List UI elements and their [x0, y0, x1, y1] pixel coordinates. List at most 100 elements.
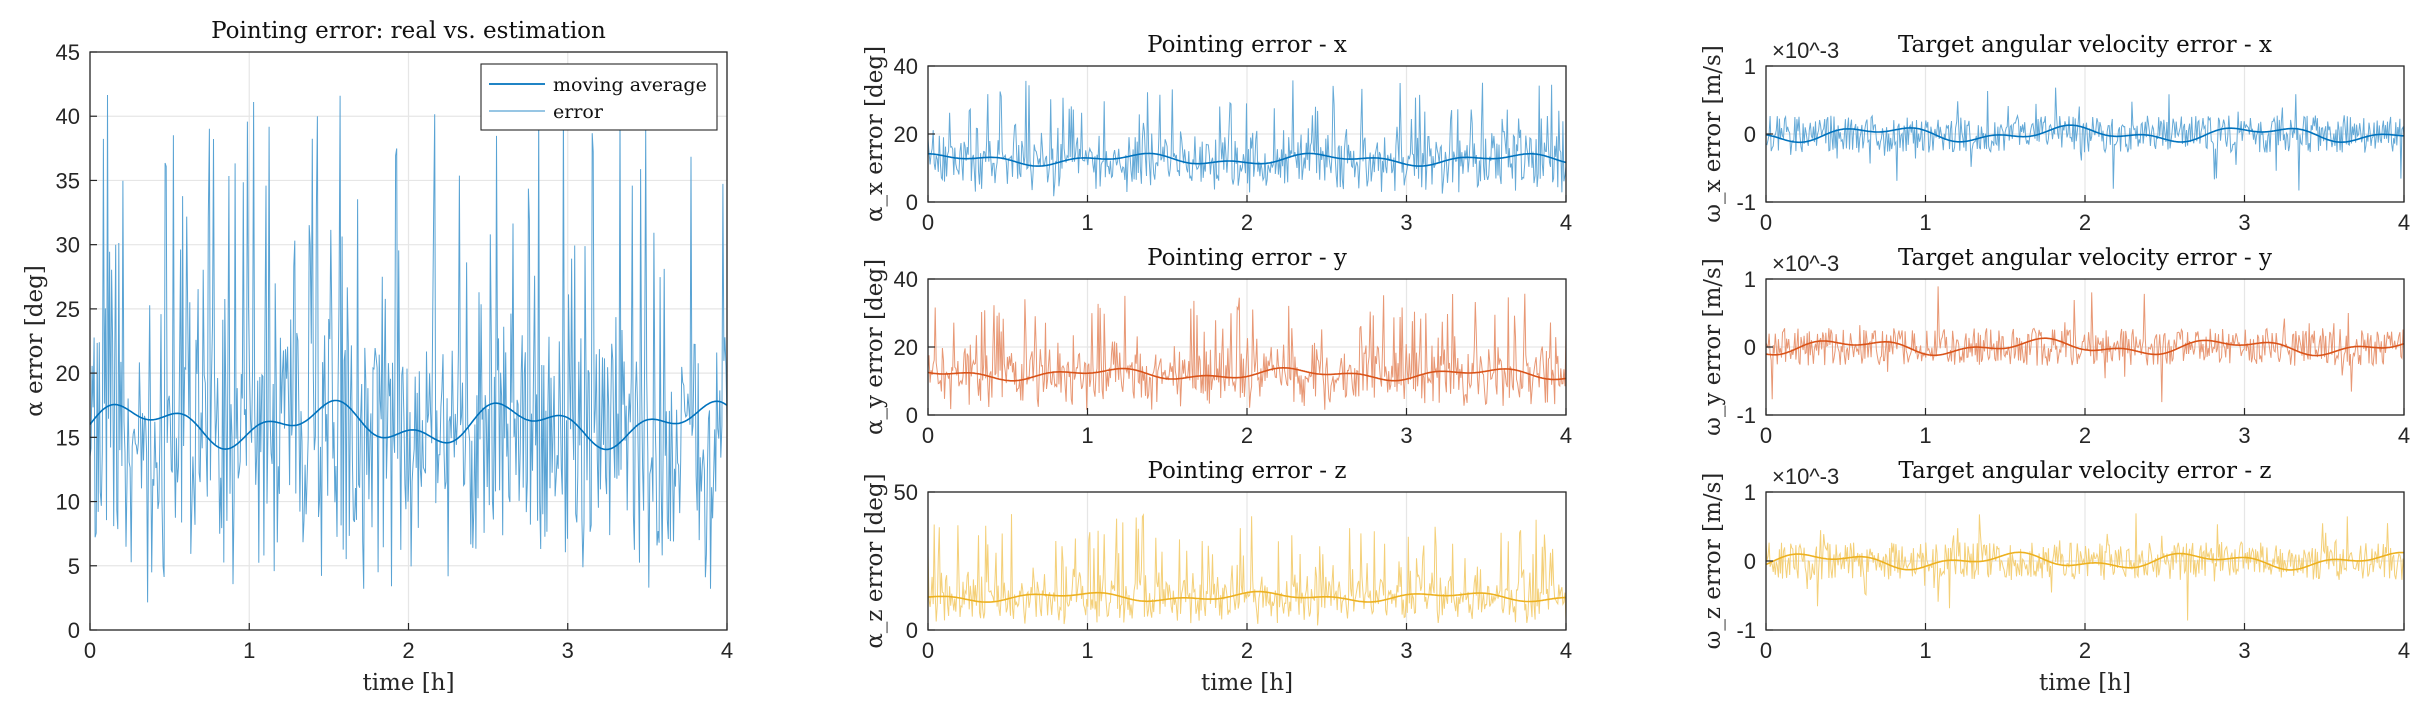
- y-tick-label: 0: [68, 618, 80, 643]
- x-tick-label: 1: [243, 638, 255, 663]
- y-tick-label: 1: [1744, 480, 1756, 505]
- y-axis-label: ω_x error [m/s]: [1700, 45, 1726, 223]
- x-tick-label: 0: [922, 423, 934, 448]
- chart-title: Target angular velocity error - y: [1898, 245, 2272, 271]
- plot-pz: 0 1 2 3 4 0 50 Pointing error - z time [h] α_z er…: [862, 458, 1572, 696]
- series-error: [1765, 87, 2405, 191]
- x-tick-label: 1: [1919, 423, 1931, 448]
- y-tick-label: 50: [894, 480, 918, 505]
- chart-title: Target angular velocity error - x: [1898, 32, 2272, 58]
- y-axis-label: α error [deg]: [22, 265, 48, 417]
- legend-box: [480, 63, 718, 131]
- x-tick-label: 2: [2079, 638, 2091, 663]
- x-tick-label: 2: [1241, 423, 1253, 448]
- x-tick-label: 0: [84, 638, 96, 663]
- y-axis-label: ω_y error [m/s]: [1700, 258, 1726, 436]
- x-tick-label: 3: [562, 638, 574, 663]
- y-tick-label: 30: [56, 233, 80, 258]
- y-tick-label: -1: [1736, 618, 1756, 643]
- y-tick-label: 35: [56, 168, 80, 193]
- series-moving-average: [927, 367, 1567, 382]
- series-error: [89, 94, 728, 603]
- x-tick-label: 4: [1560, 638, 1572, 663]
- x-tick-label: 1: [1919, 638, 1931, 663]
- x-tick-label: 3: [2238, 638, 2250, 663]
- series-moving-average: [927, 590, 1566, 603]
- x-tick-label: 4: [2398, 210, 2410, 235]
- y-tick-label: 0: [1744, 549, 1756, 574]
- series-error: [1765, 513, 2405, 621]
- x-tick-label: 3: [1400, 638, 1412, 663]
- x-tick-label: 4: [721, 638, 733, 663]
- x-tick-label: 2: [1241, 210, 1253, 235]
- y-axis-label: α_z error [deg]: [862, 473, 888, 648]
- series-moving-average: [1765, 124, 2404, 144]
- y-axis-label: α_y error [deg]: [862, 259, 888, 435]
- x-tick-label: 1: [1919, 210, 1931, 235]
- x-tick-label: 4: [1560, 423, 1572, 448]
- y-tick-label: 0: [906, 618, 918, 643]
- x-tick-label: 4: [2398, 423, 2410, 448]
- y-tick-label: 20: [894, 335, 918, 360]
- y-tick-label: 10: [56, 490, 80, 515]
- y-exponent-label: ×10^-3: [1772, 464, 1839, 489]
- y-exponent-label: ×10^-3: [1772, 38, 1839, 63]
- x-tick-label: 1: [1081, 638, 1093, 663]
- series-moving-average: [1765, 551, 2405, 571]
- x-tick-label: 1: [1081, 423, 1093, 448]
- x-tick-label: 3: [1400, 423, 1412, 448]
- x-tick-label: 1: [1081, 210, 1093, 235]
- y-tick-label: 1: [1744, 54, 1756, 79]
- legend-label-error: error: [553, 101, 604, 123]
- series-moving-average: [1765, 337, 2405, 357]
- legend: moving average error: [480, 63, 718, 131]
- x-tick-label: 0: [922, 210, 934, 235]
- y-tick-label: -1: [1736, 403, 1756, 428]
- x-tick-label: 3: [2238, 210, 2250, 235]
- y-tick-label: 40: [894, 267, 918, 292]
- y-axis-label: α_x error [deg]: [862, 46, 888, 222]
- chart-title: Pointing error - y: [1147, 245, 1347, 271]
- x-tick-label: 4: [2398, 638, 2410, 663]
- y-axis-label: ω_z error [m/s]: [1700, 473, 1726, 650]
- y-tick-label: 5: [68, 554, 80, 579]
- x-tick-label: 2: [2079, 210, 2091, 235]
- chart-title: Pointing error - z: [1148, 458, 1347, 484]
- x-axis-label: time [h]: [2039, 670, 2131, 696]
- y-tick-label: 1: [1744, 267, 1756, 292]
- x-tick-label: 3: [1400, 210, 1412, 235]
- x-tick-label: 0: [922, 638, 934, 663]
- chart-title: Pointing error - x: [1147, 32, 1347, 58]
- x-tick-label: 2: [1241, 638, 1253, 663]
- y-tick-label: 0: [1744, 335, 1756, 360]
- y-tick-label: 25: [56, 297, 80, 322]
- series-moving-average: [927, 152, 1567, 167]
- legend-label-moving-average: moving average: [553, 74, 707, 96]
- y-tick-label: 40: [56, 104, 80, 129]
- y-tick-label: 20: [894, 122, 918, 147]
- series-error: [927, 513, 1567, 626]
- x-axis-label: time [h]: [362, 670, 454, 696]
- x-tick-label: 0: [1760, 210, 1772, 235]
- y-tick-label: 0: [1744, 122, 1756, 147]
- x-tick-label: 3: [2238, 423, 2250, 448]
- y-tick-label: 40: [894, 54, 918, 79]
- y-exponent-label: ×10^-3: [1772, 251, 1839, 276]
- y-tick-label: 0: [906, 190, 918, 215]
- x-tick-label: 0: [1760, 423, 1772, 448]
- series-moving-average: [89, 399, 728, 451]
- series-error: [927, 80, 1567, 197]
- chart-title: Target angular velocity error - z: [1898, 458, 2271, 484]
- x-tick-label: 2: [2079, 423, 2091, 448]
- x-axis-label: time [h]: [1201, 670, 1293, 696]
- y-tick-label: 0: [906, 403, 918, 428]
- y-tick-label: 45: [56, 40, 80, 65]
- x-tick-label: 4: [1560, 210, 1572, 235]
